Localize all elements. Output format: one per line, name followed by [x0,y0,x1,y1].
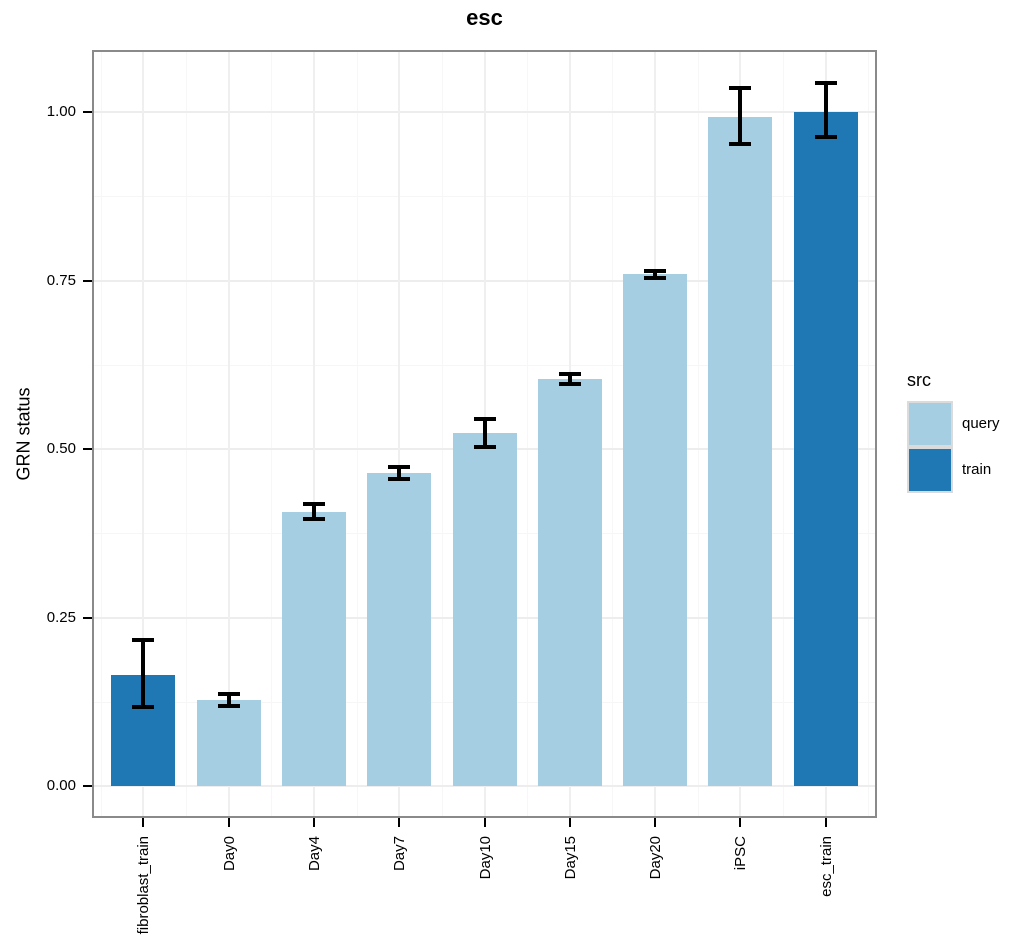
chart-title: esc [466,5,503,30]
y-tick-mark [83,616,92,619]
major-gridline-x [312,52,315,816]
x-tick-label-esc_train: esc_train [817,836,835,897]
y-tick-mark [83,785,92,787]
errorbar-line-Day10 [482,418,487,447]
x-tick-label-iPSC: iPSC [732,836,750,871]
bar-iPSC [708,116,773,786]
errorbar-cap-top-Day10 [473,416,496,421]
x-tick-mark [654,818,657,827]
errorbar-cap-bottom-Day15 [558,381,581,386]
errorbar-cap-bottom-Day0 [217,704,240,709]
x-tick-mark [568,818,571,827]
major-gridline-x [142,52,145,816]
errorbar-cap-top-Day20 [644,269,667,274]
errorbar-line-Day0 [226,693,231,707]
errorbar-cap-top-Day15 [558,372,581,377]
bar-esc_train [793,112,858,786]
y-axis-title: GRN status [13,387,34,481]
legend-label-train: train [962,461,992,478]
x-tick-mark [739,818,742,827]
errorbar-cap-bottom-Day4 [302,517,325,522]
errorbar-cap-bottom-esc_train [814,134,837,139]
legend-key-query-swatch [907,401,953,447]
errorbar-line-Day15 [567,374,572,384]
errorbar-cap-bottom-iPSC [729,142,752,147]
x-tick-mark [483,818,486,827]
x-tick-label-Day20: Day20 [647,836,665,880]
y-tick-label: 0.75 [46,271,76,289]
x-tick-label-Day7: Day7 [391,836,409,872]
minor-gridline-x [783,52,785,816]
minor-gridline-x [185,52,187,816]
errorbar-cap-bottom-Day7 [388,476,411,481]
errorbar-cap-bottom-Day10 [473,444,496,449]
legend-key-train-swatch [907,447,953,493]
major-gridline-x [398,52,401,816]
errorbar-cap-top-esc_train [814,81,837,86]
legend-entry-train: train [907,447,1032,493]
errorbar-line-iPSC [738,87,743,145]
legend: src query train [907,370,1032,493]
errorbar-cap-top-Day0 [217,691,240,696]
x-tick-mark [142,818,145,827]
errorbar-line-Day4 [311,503,316,520]
x-tick-label-Day4: Day4 [305,836,323,872]
errorbar-cap-bottom-Day20 [644,275,667,280]
legend-label-query: query [962,415,1000,432]
x-tick-mark [824,818,827,827]
minor-gridline-x [100,52,102,816]
bar-Day15 [537,378,602,786]
legend-title: src [907,370,931,390]
errorbar-line-Day7 [397,466,402,479]
minor-gridline-x [356,52,358,816]
x-tick-mark [312,818,315,827]
minor-gridline-x [697,52,699,816]
y-tick-mark [83,279,92,282]
errorbar-cap-top-fibroblast_train [132,637,155,642]
minor-gridline-x [441,52,443,816]
errorbar-cap-top-Day4 [302,501,325,506]
legend-entries: query train [907,401,1032,493]
x-tick-label-fibroblast_train: fibroblast_train [135,836,153,935]
y-tick-label: 1.00 [46,103,76,120]
bar-Day0 [196,699,261,786]
errorbar-line-Day20 [653,271,658,278]
errorbar-cap-top-iPSC [729,85,752,90]
x-tick-label-Day10: Day10 [476,836,494,880]
x-tick-mark [398,818,401,827]
y-tick-mark [83,448,92,450]
minor-gridline-x [527,52,529,816]
x-tick-label-Day0: Day0 [220,836,238,872]
legend-entry-query: query [907,401,1032,447]
major-gridline-x [227,52,230,816]
x-tick-mark [227,818,230,827]
errorbar-line-fibroblast_train [141,639,146,708]
bar-Day7 [367,473,432,786]
y-tick-label: 0.00 [46,777,76,794]
errorbar-cap-bottom-fibroblast_train [132,705,155,710]
bar-Day4 [281,512,346,786]
minor-gridline-x [868,52,870,816]
plot-panel [92,50,877,818]
y-tick-mark [83,111,92,113]
errorbar-line-esc_train [823,83,828,137]
errorbar-cap-top-Day7 [388,464,411,469]
y-tick-label: 0.25 [46,608,76,626]
bar-Day20 [623,273,688,786]
minor-gridline-x [612,52,614,816]
minor-gridline-x [271,52,273,816]
y-tick-label: 0.50 [46,440,76,457]
x-tick-label-Day15: Day15 [561,836,579,880]
bar-Day10 [452,432,517,786]
